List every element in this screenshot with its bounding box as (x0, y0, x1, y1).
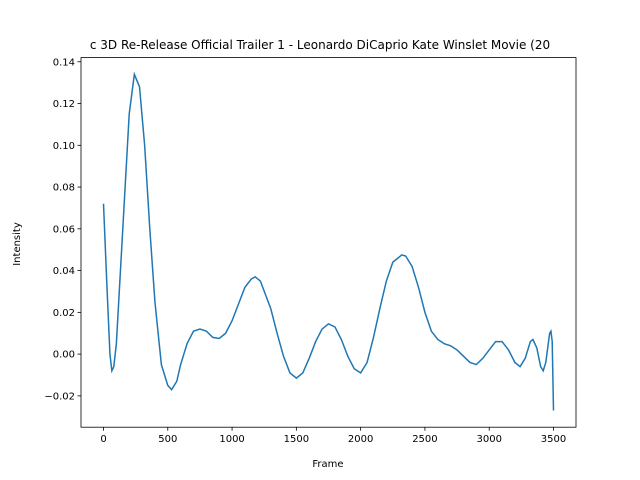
y-tick-label: 0.08 (53, 183, 75, 194)
x-tick-label: 0 (100, 434, 106, 445)
y-tick-label: 0.00 (53, 350, 75, 361)
data-line (102, 71, 555, 411)
plot-frame (80, 57, 577, 428)
y-tick-label: 0.06 (53, 224, 75, 235)
y-axis-label: Intensity (12, 222, 23, 266)
x-tick-label: 1000 (219, 434, 244, 445)
y-tick-label: 0.10 (53, 141, 75, 152)
x-tick-label: 3000 (476, 434, 501, 445)
y-tick-label: −0.02 (44, 391, 75, 402)
y-tick-label: 0.14 (53, 57, 75, 68)
y-tick-label: 0.12 (53, 99, 75, 110)
x-axis-label: Frame (312, 459, 343, 470)
x-tick-label: 2500 (412, 434, 437, 445)
y-tick-label: 0.02 (53, 308, 75, 319)
chart-title: c 3D Re-Release Official Trailer 1 - Leo… (90, 38, 550, 52)
x-tick-label: 500 (158, 434, 177, 445)
x-tick-label: 2000 (348, 434, 373, 445)
x-tick-label: 3500 (541, 434, 566, 445)
y-tick-label: 0.04 (53, 266, 75, 277)
x-tick-label: 1500 (284, 434, 309, 445)
